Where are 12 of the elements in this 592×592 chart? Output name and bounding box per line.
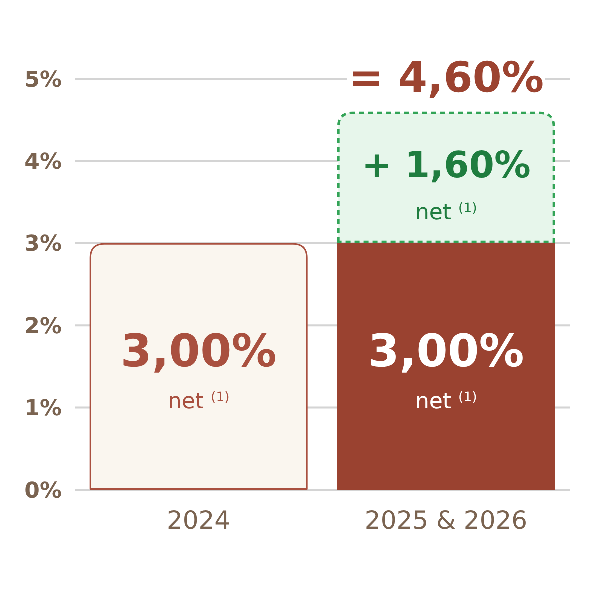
data-label: 3,00% net $^{(1)}$ <box>368 324 524 415</box>
y-tick-label: 0% <box>24 478 62 504</box>
y-tick-label: 2% <box>24 314 62 340</box>
y-tick-label: 5% <box>24 68 62 93</box>
data-label: + 1,60% net $^{(1)}$ <box>362 144 531 226</box>
x-tick-label: 2024 <box>166 506 231 535</box>
y-tick-label: 3% <box>24 232 62 258</box>
x-tick-label: 2025 & 2026 <box>364 506 528 535</box>
y-tick-label: 4% <box>24 150 62 176</box>
y-tick-label: 1% <box>24 396 62 422</box>
data-label: 3,00% net $^{(1)}$ <box>120 324 277 415</box>
total-label: = 4,60% <box>348 52 544 102</box>
